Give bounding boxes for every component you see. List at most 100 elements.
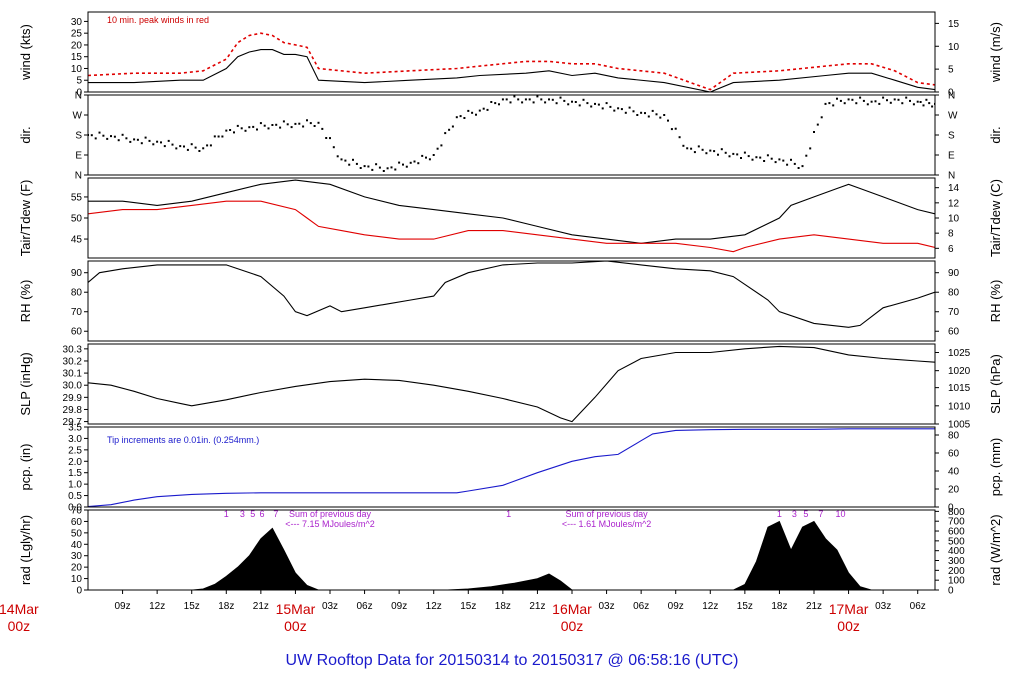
x-tick-label: 18z <box>771 601 787 612</box>
left-tick-label: 0.5 <box>68 491 82 502</box>
right-tick-label: 90 <box>948 268 960 279</box>
direction-point <box>421 154 424 157</box>
direction-point <box>590 105 593 108</box>
x-tick-label: 15z <box>737 601 753 612</box>
direction-point <box>160 141 162 144</box>
direction-point <box>236 124 239 127</box>
ylabel-left-slp: SLP (inHg) <box>18 352 33 415</box>
direction-point <box>302 125 305 128</box>
direction-point <box>882 96 885 99</box>
right-tick-label: 6 <box>948 244 954 255</box>
direction-point <box>851 98 854 101</box>
right-tick-label: 40 <box>948 467 960 478</box>
direction-point <box>263 124 266 127</box>
left-tick-label: S <box>75 131 82 142</box>
day-label-time: 00z <box>561 618 584 634</box>
chart-title: UW Rooftop Data for 20150314 to 20150317… <box>286 652 739 669</box>
rad-hour-marker: 1 <box>224 509 229 519</box>
direction-point <box>409 161 412 164</box>
panel-frame-wind <box>87 11 936 93</box>
rad-sum-value: <--- 1.61 MJoules/m^2 <box>562 519 652 529</box>
direction-point <box>886 99 888 102</box>
direction-point <box>797 167 800 169</box>
direction-point <box>717 153 719 156</box>
direction-point <box>889 101 892 104</box>
left-tick-label: 1.0 <box>68 480 82 491</box>
right-tick-label: 0 <box>948 503 954 514</box>
direction-point <box>559 96 562 99</box>
direction-point <box>501 98 504 101</box>
x-tick-label: 18z <box>495 601 511 612</box>
direction-point <box>194 146 197 149</box>
direction-point <box>186 148 189 151</box>
right-tick-label: 100 <box>948 576 965 587</box>
direction-point <box>925 98 928 101</box>
direction-point <box>586 102 589 105</box>
x-tick-label: 15z <box>460 601 476 612</box>
direction-point <box>859 96 862 99</box>
rad-hour-marker: 1 <box>506 509 511 519</box>
direction-point <box>240 127 243 130</box>
right-ticks-rh: 60 70 80 90 <box>935 268 960 338</box>
series-temp-1 <box>88 200 935 253</box>
direction-point <box>705 152 708 155</box>
plot-area-pcp <box>88 428 935 507</box>
direction-point <box>440 144 443 147</box>
rad-hour-marker: 3 <box>240 509 245 519</box>
series-rh-0 <box>88 261 935 328</box>
series-wind-0 <box>88 49 935 92</box>
direction-point <box>862 99 865 102</box>
left-tick-label: E <box>75 151 82 162</box>
left-tick-label: 50 <box>71 214 83 225</box>
direction-point <box>444 132 447 135</box>
ylabel-left-dir: dir. <box>18 126 33 143</box>
day-label-date: 16Mar <box>552 601 592 617</box>
direction-point <box>732 152 735 155</box>
direction-point <box>693 151 696 154</box>
direction-point <box>106 137 109 140</box>
direction-point <box>832 104 835 107</box>
direction-point <box>670 128 673 131</box>
direction-point <box>152 143 155 146</box>
direction-point <box>317 121 320 124</box>
pcp-annotation: Tip increments are 0.01in. (0.254mm.) <box>107 435 259 445</box>
direction-point <box>901 102 904 105</box>
direction-point <box>363 165 366 168</box>
direction-point <box>378 166 381 169</box>
direction-point <box>551 98 554 101</box>
direction-point <box>548 98 550 101</box>
series-slp-0 <box>88 345 935 423</box>
day-label-date: 14Mar <box>0 601 39 617</box>
direction-point <box>651 109 654 112</box>
direction-point <box>490 101 493 103</box>
direction-point <box>309 122 312 125</box>
direction-point <box>674 127 677 130</box>
left-tick-label: 29.9 <box>63 393 83 404</box>
ylabel-left-wind: wind (kts) <box>18 24 33 81</box>
left-tick-label: 3.5 <box>68 423 82 434</box>
right-tick-label: N <box>948 91 955 102</box>
direction-point <box>163 145 166 148</box>
left-tick-label: 0 <box>76 586 82 597</box>
direction-point <box>432 154 435 156</box>
left-tick-label: 20 <box>71 563 83 574</box>
direction-point <box>398 161 401 164</box>
ylabel-left-temp: Tair/Tdew (F) <box>18 180 33 257</box>
direction-point <box>436 147 439 150</box>
x-tick-label: 18z <box>218 601 234 612</box>
direction-point <box>790 158 792 161</box>
left-tick-label: 10 <box>71 64 83 75</box>
right-tick-label: 1015 <box>948 383 971 394</box>
direction-point <box>206 144 209 147</box>
rad-sum-label: Sum of previous day <box>566 509 649 519</box>
panel-frame-rad <box>87 509 936 591</box>
direction-point <box>217 135 220 138</box>
plot-area-rh <box>88 261 935 328</box>
x-tick-label: 12z <box>702 601 718 612</box>
right-tick-label: 15 <box>948 19 960 30</box>
direction-point <box>371 168 374 171</box>
panel-slp: 29.729.829.930.030.1 30.230.3 1005 1010 1015… <box>18 343 1003 431</box>
